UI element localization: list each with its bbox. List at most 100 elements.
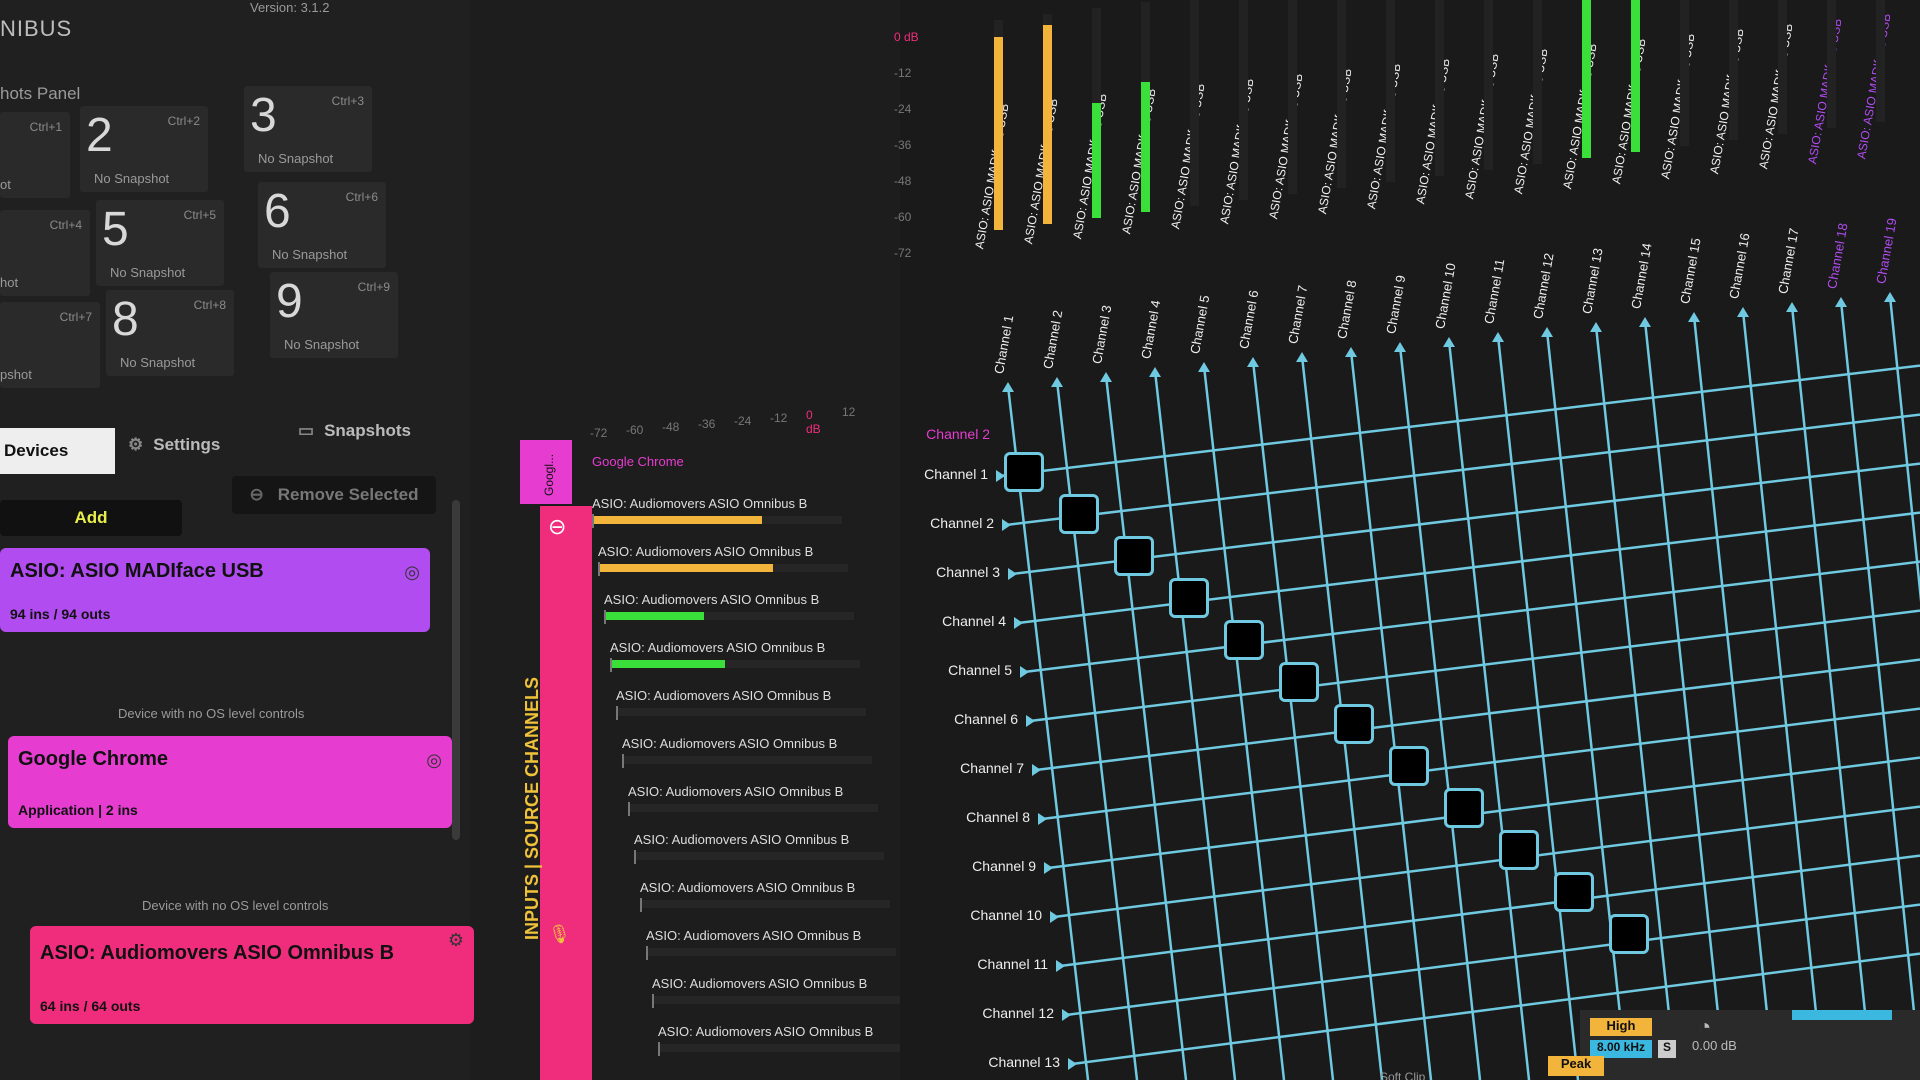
crosspoint-node[interactable]	[1059, 494, 1099, 534]
gear-icon[interactable]: ⚙	[447, 930, 464, 950]
crosspoint-node[interactable]	[1444, 788, 1484, 828]
level-meter-fill	[592, 516, 762, 524]
filter-frequency[interactable]: 8.00 kHz	[1590, 1040, 1652, 1058]
output-level-meter	[1043, 14, 1052, 224]
level-meter	[646, 948, 896, 956]
device-card-omnibus[interactable]: ASIO: Audiomovers ASIO Omnibus B 64 ins …	[30, 926, 474, 1024]
device-note: Device with no OS level controls	[118, 706, 305, 721]
snapshot-slot-7[interactable]: Ctrl+7 pshot	[0, 302, 100, 388]
meter-marker	[646, 946, 648, 960]
output-db-scale-tick: -60	[894, 210, 912, 224]
source-channel-row[interactable]: ASIO: Audiomovers ASIO Omnibus B	[652, 974, 912, 1014]
strip-device-tab-label: Googl...	[542, 453, 556, 496]
gear-icon: ⚙	[128, 435, 144, 454]
device-io-count: 94 ins / 94 outs	[10, 606, 111, 622]
snapshot-slot-5[interactable]: 5 Ctrl+5 No Snapshot	[96, 200, 224, 286]
output-meter-bar	[1792, 1010, 1892, 1020]
matrix-grid	[996, 292, 1920, 1080]
source-channel-row[interactable]: ASIO: Audiomovers ASIO Omnibus B	[604, 590, 864, 630]
crosspoint-node[interactable]	[1004, 452, 1044, 492]
matrix-row-arrow	[1026, 715, 1035, 727]
crosspoint-node[interactable]	[1609, 914, 1649, 954]
knob-icon[interactable]: ◔	[1698, 1014, 1712, 1039]
level-meter	[634, 852, 884, 860]
strip-device-tab[interactable]: Googl...	[520, 440, 572, 504]
meter-marker	[610, 658, 612, 672]
snapshot-status: No Snapshot	[272, 247, 348, 262]
source-channel-row[interactable]: ASIO: Audiomovers ASIO Omnibus B	[592, 494, 852, 534]
crosspoint-node[interactable]	[1279, 662, 1319, 702]
source-channel-label: ASIO: Audiomovers ASIO Omnibus B	[622, 736, 838, 751]
crosspoint-node[interactable]	[1554, 872, 1594, 912]
matrix-row-label: Channel 3	[936, 564, 1000, 580]
crosspoint-node[interactable]	[1334, 704, 1374, 744]
source-channel-label: ASIO: Audiomovers ASIO Omnibus B	[604, 592, 820, 607]
matrix-row-label: Channel 12	[982, 1005, 1054, 1021]
meter-marker	[622, 754, 624, 768]
crosspoint-node[interactable]	[1499, 830, 1539, 870]
tab-snapshots[interactable]: ▭ Snapshots	[298, 408, 411, 454]
remove-selected-button[interactable]: ⊖ Remove Selected	[232, 476, 436, 514]
crosspoint-node[interactable]	[1389, 746, 1429, 786]
device-card-google-chrome[interactable]: Google Chrome Application | 2 ins ◎	[8, 736, 452, 828]
tab-devices[interactable]: Devices	[0, 428, 115, 474]
snapshot-grid: Ctrl+1 ot 2 Ctrl+2 No Snapshot 3 Ctrl+3 …	[0, 86, 430, 396]
source-channel-row[interactable]: ASIO: Audiomovers ASIO Omnibus B	[628, 782, 888, 822]
device-name: ASIO: Audiomovers ASIO Omnibus B	[40, 942, 395, 964]
snapshot-slot-3[interactable]: 3 Ctrl+3 No Snapshot	[244, 86, 372, 172]
devices-scrollbar[interactable]	[452, 500, 460, 840]
source-channel-row[interactable]: ASIO: Audiomovers ASIO Omnibus B	[640, 878, 900, 918]
matrix-col-arrow	[1002, 382, 1014, 392]
source-channel-row[interactable]: ASIO: Audiomovers ASIO Omnibus B	[634, 830, 894, 870]
level-meter-fill	[610, 660, 725, 668]
source-channel-label: ASIO: Audiomovers ASIO Omnibus B	[634, 832, 850, 847]
snapshot-status: ot	[0, 177, 11, 192]
source-meters: -72 -60 -48 -36 -24 -12 0 dB 12 Google Chrome A…	[580, 400, 908, 1080]
matrix-row-line	[999, 364, 1920, 478]
crosspoint-node[interactable]	[1169, 578, 1209, 618]
add-device-button[interactable]: Add	[0, 500, 182, 536]
crosspoint-node[interactable]	[1114, 536, 1154, 576]
snapshot-slot-9[interactable]: 9 Ctrl+9 No Snapshot	[270, 272, 398, 358]
device-io-count: Application | 2 ins	[18, 802, 138, 818]
matrix-col-arrow	[1247, 357, 1259, 367]
output-level-meter	[1386, 0, 1395, 182]
filter-type-high[interactable]: High	[1590, 1018, 1652, 1036]
snapshot-shortcut: Ctrl+3	[331, 94, 364, 108]
source-channel-row[interactable]: ASIO: Audiomovers ASIO Omnibus B	[616, 686, 876, 726]
tab-snapshots-label: Snapshots	[324, 421, 411, 440]
matrix-row-line	[1023, 560, 1920, 674]
matrix-col-line	[1398, 345, 1482, 1080]
palette-icon[interactable]: ◎	[404, 562, 420, 582]
palette-icon[interactable]: ◎	[426, 750, 442, 770]
snapshot-number: 3	[250, 89, 277, 142]
snapshot-slot-4[interactable]: Ctrl+4 hot	[0, 210, 90, 296]
source-channel-row[interactable]: ASIO: Audiomovers ASIO Omnibus B	[598, 542, 858, 582]
crosspoint-node[interactable]	[1224, 620, 1264, 660]
matrix-col-line	[1447, 340, 1531, 1080]
snapshot-slot-8[interactable]: 8 Ctrl+8 No Snapshot	[106, 290, 234, 376]
matrix-col-arrow	[1541, 327, 1553, 337]
snapshot-slot-6[interactable]: 6 Ctrl+6 No Snapshot	[258, 182, 386, 268]
matrix-row-label: Channel 4	[942, 613, 1006, 629]
matrix-col-line	[1104, 375, 1188, 1080]
device-card-madiface[interactable]: ASIO: ASIO MADIface USB 94 ins / 94 outs…	[0, 548, 430, 632]
source-channel-row[interactable]: ASIO: Audiomovers ASIO Omnibus B	[658, 1022, 918, 1062]
tab-settings[interactable]: ⚙ Settings	[128, 422, 220, 468]
source-channel-row[interactable]: ASIO: Audiomovers ASIO Omnibus B	[622, 734, 882, 774]
level-meter	[622, 756, 872, 764]
snapshot-slot-2[interactable]: 2 Ctrl+2 No Snapshot	[80, 106, 208, 192]
output-level-meter-fill	[1141, 81, 1150, 212]
source-channel-label: ASIO: Audiomovers ASIO Omnibus B	[610, 640, 826, 655]
source-channel-row[interactable]: ASIO: Audiomovers ASIO Omnibus B	[646, 926, 906, 966]
level-meter	[598, 564, 848, 572]
device-io-count: 64 ins / 64 outs	[40, 998, 141, 1014]
minus-circle-icon[interactable]: ⊖	[548, 514, 567, 539]
snapshot-slot-1[interactable]: Ctrl+1 ot	[0, 112, 70, 198]
soft-clip-label: Soft Clip	[1380, 1070, 1426, 1080]
solo-button[interactable]: S	[1658, 1040, 1676, 1058]
snapshot-number: 8	[112, 293, 139, 346]
source-channel-label: ASIO: Audiomovers ASIO Omnibus B	[658, 1024, 874, 1039]
source-channel-row[interactable]: ASIO: Audiomovers ASIO Omnibus B	[610, 638, 870, 678]
peak-button[interactable]: Peak	[1548, 1056, 1604, 1076]
